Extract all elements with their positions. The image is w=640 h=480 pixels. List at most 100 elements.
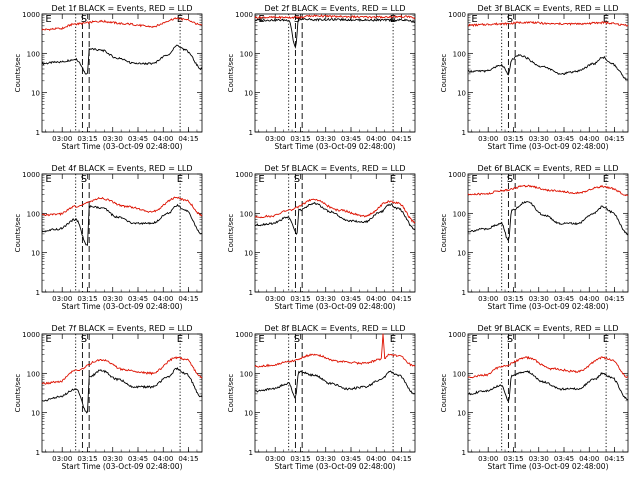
panel-title: Det 1f BLACK = Events, RED = LLD	[51, 4, 192, 13]
marker-e-start: E	[471, 174, 477, 185]
panel-8: Det 8f BLACK = Events, RED = LLD 1 10 100 10…	[227, 324, 416, 471]
y-tick-label: 10	[457, 90, 466, 98]
x-tick-label: 03:30	[316, 455, 336, 463]
x-tick-label: 03:30	[103, 455, 123, 463]
x-tick-label: 04:00	[153, 135, 173, 143]
plot-frame	[467, 173, 629, 293]
y-tick-label: 10	[244, 250, 253, 258]
x-tick-label: 03:45	[128, 455, 148, 463]
marker-e-end: E	[603, 174, 609, 185]
series-lld-line	[41, 17, 203, 31]
marker-e-start: E	[471, 14, 477, 25]
y-tick-label: 1	[249, 289, 253, 297]
y-axis-label: Counts/sec	[227, 54, 235, 93]
series-events-line	[254, 370, 416, 399]
series-lld-line	[41, 356, 203, 385]
x-tick-label: 04:15	[604, 135, 624, 143]
y-tick-label: 100	[27, 370, 40, 378]
marker-s: S	[81, 334, 87, 345]
series-lld-line	[467, 355, 629, 379]
series-events-line	[467, 54, 628, 81]
y-tick-label: 10	[31, 410, 40, 418]
y-tick-label: 100	[240, 370, 253, 378]
x-tick-label: 03:00	[265, 455, 285, 463]
y-tick-label: 1	[36, 129, 40, 137]
y-tick-label: 1000	[448, 11, 466, 19]
x-tick-label: 03:30	[316, 295, 336, 303]
y-tick-label: 1000	[22, 331, 40, 339]
y-axis-label: Counts/sec	[227, 374, 235, 413]
y-tick-label: 1000	[22, 171, 40, 179]
x-tick-label: 03:45	[554, 295, 574, 303]
x-tick-label: 03:30	[529, 455, 549, 463]
x-axis-label: Start Time (03-Oct-09 02:48:00)	[274, 462, 395, 471]
y-tick-label: 10	[457, 410, 466, 418]
x-tick-label: 04:00	[366, 295, 386, 303]
x-tick-label: 04:15	[178, 455, 198, 463]
marker-e-start: E	[45, 334, 51, 345]
marker-s: S	[81, 174, 87, 185]
marker-s: S	[507, 14, 513, 25]
y-tick-label: 100	[27, 50, 40, 58]
x-axis-label: Start Time (03-Oct-09 02:48:00)	[61, 142, 182, 151]
y-axis-label: Counts/sec	[227, 214, 235, 253]
x-tick-label: 04:15	[604, 295, 624, 303]
x-tick-label: 03:30	[529, 135, 549, 143]
x-axis-label: Start Time (03-Oct-09 02:48:00)	[487, 142, 608, 151]
series-events-line	[467, 370, 629, 403]
panel-4: Det 4f BLACK = Events, RED = LLD 1 10 100 10…	[14, 164, 203, 311]
x-tick-label: 03:45	[554, 455, 574, 463]
marker-e-start: E	[258, 334, 264, 345]
marker-e-end: E	[177, 334, 183, 345]
x-tick-label: 04:15	[178, 295, 198, 303]
marker-e-start: E	[471, 334, 477, 345]
y-tick-label: 100	[453, 210, 466, 218]
marker-s: S	[294, 334, 300, 345]
panel-6: Det 6f BLACK = Events, RED = LLD 1 10 100 10…	[440, 164, 629, 311]
series-events-line	[254, 201, 416, 235]
y-tick-label: 1	[249, 449, 253, 457]
plot-frame	[41, 173, 203, 293]
marker-s: S	[507, 174, 513, 185]
x-tick-label: 04:00	[153, 295, 173, 303]
x-tick-label: 03:00	[265, 295, 285, 303]
series-events-line	[254, 17, 416, 49]
plot-frame	[41, 333, 203, 453]
x-tick-label: 03:15	[290, 295, 310, 303]
y-tick-label: 1000	[235, 11, 253, 19]
x-tick-label: 03:15	[77, 135, 97, 143]
y-tick-label: 1	[249, 129, 253, 137]
y-axis-label: Counts/sec	[440, 214, 448, 253]
panel-2: Det 2f BLACK = Events, RED = LLD 1 10 100 10…	[227, 4, 416, 151]
series-lld-line	[254, 14, 416, 20]
x-tick-label: 03:15	[503, 135, 523, 143]
marker-e-end: E	[390, 174, 396, 185]
y-tick-label: 100	[453, 50, 466, 58]
series-events-line	[467, 201, 629, 242]
panel-title: Det 7f BLACK = Events, RED = LLD	[51, 324, 192, 333]
panel-title: Det 4f BLACK = Events, RED = LLD	[51, 164, 192, 173]
y-tick-label: 10	[31, 90, 40, 98]
x-tick-label: 03:15	[290, 455, 310, 463]
series-events-line	[41, 367, 203, 414]
y-tick-label: 100	[453, 370, 466, 378]
marker-s: S	[294, 14, 300, 25]
x-tick-label: 03:00	[52, 135, 72, 143]
y-tick-label: 10	[457, 250, 466, 258]
marker-e-start: E	[258, 174, 264, 185]
x-tick-label: 03:15	[77, 455, 97, 463]
x-tick-label: 03:45	[341, 455, 361, 463]
plot-frame	[254, 333, 416, 453]
x-tick-label: 03:30	[103, 295, 123, 303]
marker-e-start: E	[45, 14, 51, 25]
x-axis-label: Start Time (03-Oct-09 02:48:00)	[274, 142, 395, 151]
plot-frame	[254, 13, 416, 133]
panel-title: Det 8f BLACK = Events, RED = LLD	[264, 324, 405, 333]
panel-1: Det 1f BLACK = Events, RED = LLD 1 10 100 10…	[14, 4, 203, 151]
y-axis-label: Counts/sec	[14, 214, 22, 253]
series-events-line	[41, 203, 203, 246]
panel-title: Det 2f BLACK = Events, RED = LLD	[264, 4, 405, 13]
x-tick-label: 04:00	[153, 455, 173, 463]
x-tick-label: 04:00	[366, 135, 386, 143]
